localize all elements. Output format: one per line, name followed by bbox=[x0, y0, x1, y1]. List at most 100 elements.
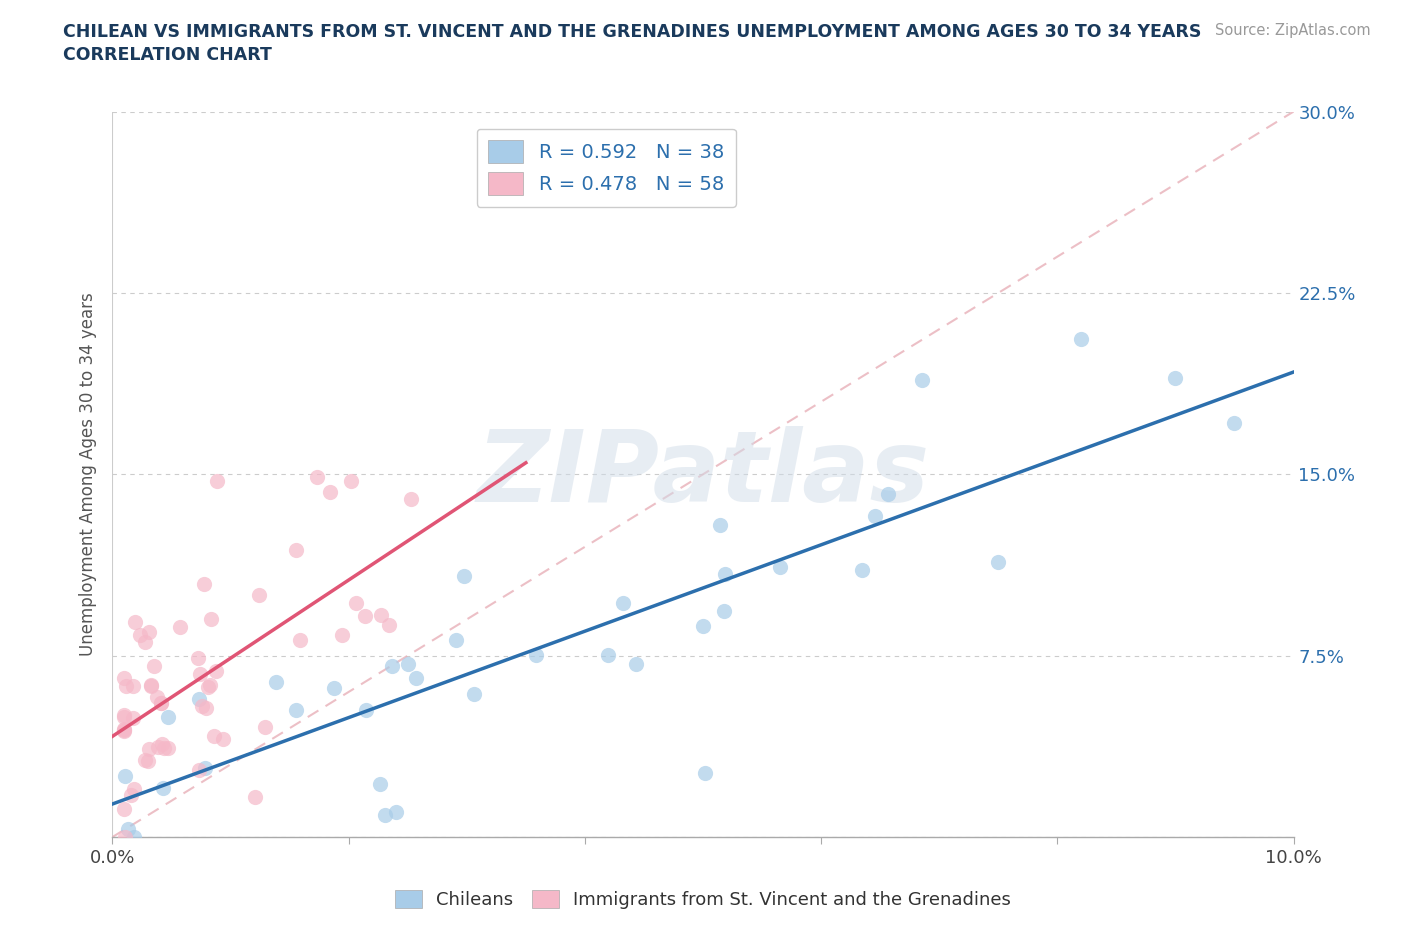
Point bbox=[114, 830, 136, 844]
Point bbox=[405, 671, 427, 685]
Point bbox=[150, 696, 173, 711]
Point bbox=[253, 720, 276, 735]
Point bbox=[139, 679, 162, 694]
Point bbox=[134, 635, 156, 650]
Text: CHILEAN VS IMMIGRANTS FROM ST. VINCENT AND THE GRENADINES UNEMPLOYMENT AMONG AGE: CHILEAN VS IMMIGRANTS FROM ST. VINCENT A… bbox=[63, 23, 1202, 41]
Point bbox=[200, 611, 222, 626]
Point bbox=[198, 678, 221, 693]
Point bbox=[194, 700, 217, 715]
Point bbox=[122, 782, 145, 797]
Point bbox=[396, 657, 419, 671]
Point bbox=[134, 752, 156, 767]
Point bbox=[112, 724, 135, 738]
Point bbox=[713, 604, 735, 618]
Point bbox=[150, 695, 173, 710]
Point bbox=[120, 788, 142, 803]
Point bbox=[288, 632, 311, 647]
Point bbox=[692, 619, 714, 634]
Point bbox=[264, 675, 287, 690]
Text: Source: ZipAtlas.com: Source: ZipAtlas.com bbox=[1215, 23, 1371, 38]
Legend: Chileans, Immigrants from St. Vincent and the Grenadines: Chileans, Immigrants from St. Vincent an… bbox=[388, 883, 1018, 916]
Point bbox=[1164, 370, 1187, 385]
Point bbox=[122, 830, 145, 844]
Point bbox=[709, 518, 731, 533]
Point bbox=[877, 486, 900, 501]
Point bbox=[381, 658, 404, 673]
Point bbox=[143, 658, 166, 673]
Point bbox=[114, 768, 136, 783]
Point bbox=[285, 543, 308, 558]
Point bbox=[911, 373, 934, 388]
Point bbox=[598, 648, 620, 663]
Point bbox=[384, 804, 406, 819]
Point bbox=[188, 666, 211, 681]
Point bbox=[714, 566, 737, 581]
Point bbox=[152, 740, 174, 755]
Point bbox=[524, 647, 547, 662]
Point bbox=[340, 473, 363, 488]
Point bbox=[247, 588, 270, 603]
Text: CORRELATION CHART: CORRELATION CHART bbox=[63, 46, 273, 64]
Point bbox=[353, 609, 375, 624]
Point bbox=[378, 618, 401, 632]
Point bbox=[374, 807, 396, 822]
Point bbox=[305, 470, 328, 485]
Point bbox=[156, 710, 179, 724]
Point bbox=[399, 492, 422, 507]
Point bbox=[138, 742, 160, 757]
Point bbox=[146, 690, 169, 705]
Point bbox=[138, 624, 160, 639]
Point bbox=[115, 678, 138, 693]
Point bbox=[169, 619, 191, 634]
Legend: R = 0.592   N = 38, R = 0.478   N = 58: R = 0.592 N = 38, R = 0.478 N = 58 bbox=[477, 128, 735, 206]
Point bbox=[124, 615, 146, 630]
Point bbox=[769, 559, 792, 574]
Point bbox=[122, 711, 145, 725]
Point bbox=[865, 509, 887, 524]
Point bbox=[323, 681, 346, 696]
Point bbox=[112, 802, 135, 817]
Point bbox=[193, 577, 215, 591]
Point bbox=[117, 822, 139, 837]
Point bbox=[1223, 416, 1246, 431]
Point bbox=[370, 607, 392, 622]
Point bbox=[136, 753, 159, 768]
Point bbox=[190, 698, 212, 713]
Point bbox=[202, 728, 225, 743]
Point bbox=[148, 740, 170, 755]
Point bbox=[112, 671, 135, 685]
Point bbox=[150, 737, 173, 751]
Point bbox=[205, 474, 228, 489]
Point bbox=[444, 632, 467, 647]
Point bbox=[285, 703, 308, 718]
Point bbox=[319, 485, 342, 499]
Point bbox=[187, 692, 209, 707]
Point bbox=[354, 702, 377, 717]
Point bbox=[624, 657, 647, 671]
Point bbox=[987, 554, 1010, 569]
Point bbox=[112, 710, 135, 724]
Point bbox=[188, 763, 211, 777]
Point bbox=[453, 568, 475, 583]
Point bbox=[205, 664, 228, 679]
Point bbox=[243, 790, 266, 804]
Point bbox=[129, 628, 152, 643]
Y-axis label: Unemployment Among Ages 30 to 34 years: Unemployment Among Ages 30 to 34 years bbox=[79, 292, 97, 657]
Point bbox=[121, 678, 143, 693]
Point bbox=[211, 731, 233, 746]
Point bbox=[368, 777, 391, 791]
Point bbox=[139, 678, 162, 693]
Text: ZIPatlas: ZIPatlas bbox=[477, 426, 929, 523]
Point bbox=[112, 722, 135, 737]
Point bbox=[194, 761, 217, 776]
Point bbox=[152, 780, 174, 795]
Point bbox=[197, 679, 219, 694]
Point bbox=[112, 722, 135, 737]
Point bbox=[851, 562, 873, 577]
Point bbox=[112, 708, 135, 723]
Point bbox=[157, 740, 180, 755]
Point bbox=[1070, 332, 1092, 347]
Point bbox=[187, 650, 209, 665]
Point bbox=[693, 765, 716, 780]
Point bbox=[612, 596, 634, 611]
